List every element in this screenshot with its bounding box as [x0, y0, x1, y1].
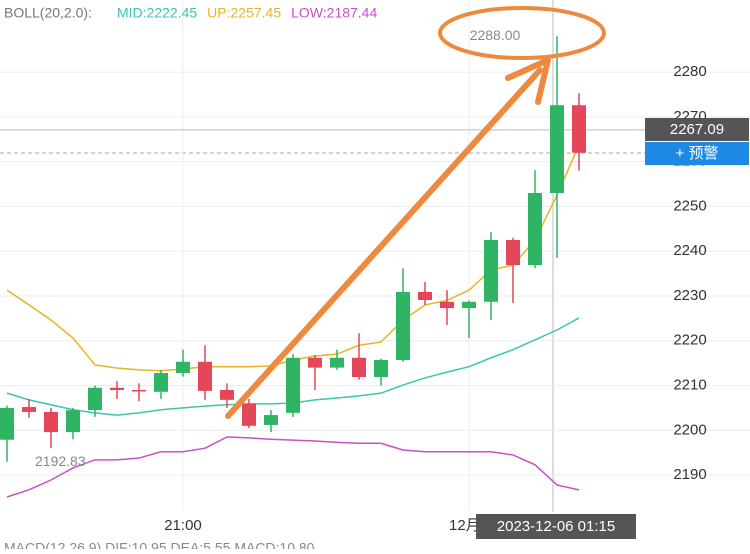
candle-body: [176, 361, 190, 373]
indicator-title: BOLL(20,2.0):: [4, 5, 92, 21]
alert-button-label[interactable]: + 预警: [676, 145, 719, 162]
candle-body: [396, 291, 410, 360]
candle-body: [154, 372, 168, 392]
price-box: [645, 118, 749, 141]
candle-body: [308, 357, 322, 368]
candle-body: [352, 357, 366, 378]
y-tick-label: 2280: [673, 63, 706, 80]
candle-body: [374, 360, 388, 378]
y-tick-label: 2190: [673, 466, 706, 483]
y-tick-label: 2240: [673, 242, 706, 259]
candle-body: [0, 407, 14, 440]
candle-body: [44, 411, 58, 433]
candle-body: [440, 301, 454, 309]
footer-text: MACD(12,26,9) DIF:10.95 DEA:5.55 MACD:10…: [4, 540, 315, 549]
y-tick-label: 2200: [673, 421, 706, 438]
candle-body: [528, 192, 542, 266]
candle-body: [198, 361, 212, 391]
crosshair-label: 2023-12-06 01:15: [497, 518, 615, 535]
highlight-ellipse: [438, 6, 606, 60]
candle-body: [550, 105, 564, 193]
high-marker: 2288.00: [470, 27, 521, 43]
candle-body: [484, 240, 498, 302]
candle-body: [242, 403, 256, 426]
boll-line: [6, 436, 580, 498]
alert-button[interactable]: [645, 142, 749, 165]
candle-body: [88, 387, 102, 411]
low-marker: 2192.83: [35, 453, 86, 469]
candle-body: [418, 291, 432, 300]
candle-body: [264, 415, 278, 425]
candle-body: [286, 357, 300, 413]
arrow-shaft: [225, 67, 543, 419]
candle-body: [462, 301, 476, 309]
candle-body: [110, 387, 124, 390]
last-price-label: 2267.09: [670, 121, 724, 138]
candle-body: [22, 407, 36, 412]
legend-entry: MID:2222.45: [117, 5, 197, 21]
candle-body: [572, 105, 586, 153]
candle-body: [506, 240, 520, 266]
candle-body: [66, 410, 80, 433]
legend-entry: UP:2257.45: [207, 5, 281, 21]
y-tick-label: 2230: [673, 287, 706, 304]
y-tick-label: 2220: [673, 332, 706, 349]
x-tick-label: 21:00: [164, 517, 202, 534]
candle-body: [220, 390, 234, 400]
crosshair-box: [476, 514, 636, 539]
y-tick-label: 2250: [673, 197, 706, 214]
candle-body: [330, 357, 344, 368]
arrow-head: [505, 57, 551, 105]
legend-entry: LOW:2187.44: [291, 5, 377, 21]
y-tick-label: 2210: [673, 376, 706, 393]
candle-body: [132, 390, 146, 392]
